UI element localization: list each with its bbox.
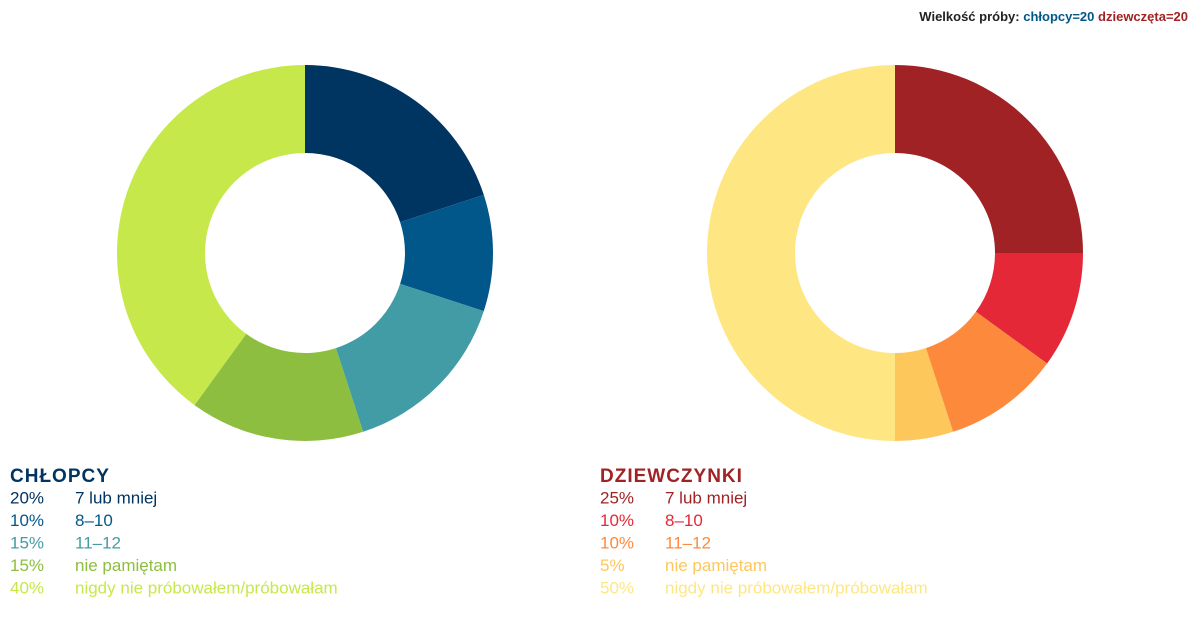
legend-value: 10% [600,511,634,530]
legend-value: 15% [10,533,44,552]
legend-value: 40% [10,578,44,597]
sample-girls: dziewczęta=20 [1098,9,1188,24]
legend-value: 10% [10,511,44,530]
legend-label: 7 lub mniej [75,488,157,507]
legend-value: 15% [10,556,44,575]
donut-segment [335,283,484,432]
donut-segment [707,65,895,441]
sample-label: Wielkość próby: [919,9,1019,24]
donut-segment [117,65,306,406]
sample-note: Wielkość próby: chłopcy=20 dziewczęta=20 [919,9,1188,24]
donut-segment [925,311,1048,432]
legend-label: 8–10 [75,511,113,530]
legend-label: nigdy nie próbowałem/próbowałam [75,578,338,597]
legend-label: nigdy nie próbowałem/próbowałam [665,578,928,597]
legend-value: 20% [10,488,44,507]
legend-label: nie pamiętam [75,556,177,575]
donut-segment [305,65,484,223]
sample-boys: chłopcy=20 [1023,9,1094,24]
legend-value: 10% [600,533,634,552]
donut-segment [975,253,1083,364]
donut-segment [194,333,364,441]
donut-segment [895,348,954,441]
legend-label: 7 lub mniej [665,488,747,507]
legend-value: 50% [600,578,634,597]
legend-value: 5% [600,556,625,575]
legend-label: nie pamiętam [665,556,767,575]
legend-label: 11–12 [75,533,121,552]
legend-value: 25% [600,488,634,507]
donut-segment [400,194,493,312]
legend-title: DZIEWCZYNKI [600,466,743,487]
donut-segment [895,65,1083,253]
legend-label: 11–12 [665,533,711,552]
legend-title: CHŁOPCY [10,466,110,487]
legend-label: 8–10 [665,511,703,530]
